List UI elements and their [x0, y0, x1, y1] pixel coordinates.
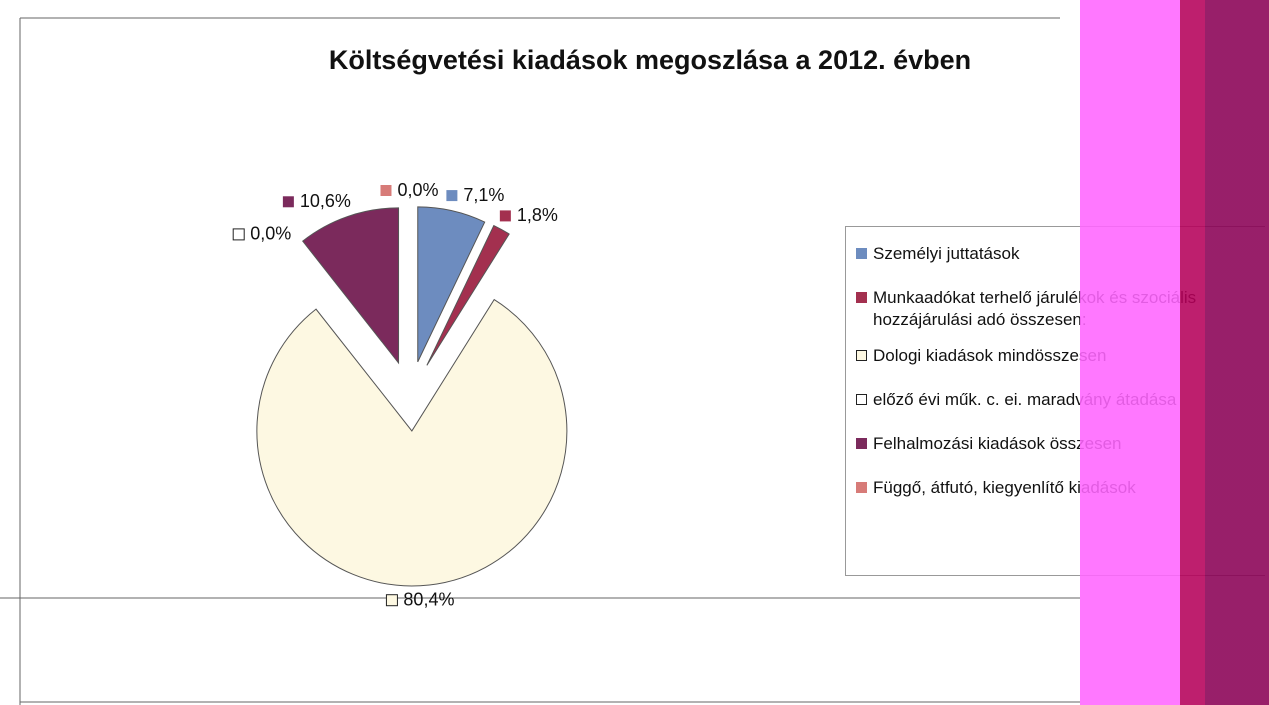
- label-swatch: [499, 210, 511, 222]
- legend-swatch: [856, 248, 867, 259]
- data-label: 1,8%: [517, 205, 558, 225]
- legend-swatch: [856, 292, 867, 303]
- pie-slice: [256, 298, 568, 587]
- data-label: 7,1%: [463, 185, 504, 205]
- chart-title: Költségvetési kiadások megoszlása a 2012…: [329, 45, 971, 75]
- label-swatch: [282, 196, 294, 208]
- legend-item: Személyi juttatások: [856, 243, 1265, 265]
- data-label: 80,4%: [403, 589, 454, 609]
- data-label: 10,6%: [300, 191, 351, 211]
- legend-item: Felhalmozási kiadások összesen: [856, 433, 1265, 455]
- legend-item: Függő, átfutó, kiegyenlítő kiadások: [856, 477, 1265, 499]
- label-swatch: [385, 594, 398, 607]
- legend-label: Függő, átfutó, kiegyenlítő kiadások: [873, 478, 1136, 497]
- scan-artifact: [1080, 0, 1269, 705]
- legend-item: Dologi kiadások mindösszesen: [856, 345, 1265, 367]
- label-swatch: [446, 190, 458, 202]
- legend-label: Személyi juttatások: [873, 244, 1020, 263]
- legend-swatch: [856, 394, 867, 405]
- pie-slice: [301, 207, 400, 365]
- pie-slice: [426, 224, 510, 366]
- legend-swatch: [856, 350, 867, 361]
- legend-label: Felhalmozási kiadások összesen: [873, 434, 1122, 453]
- data-label: 0,0%: [397, 180, 438, 200]
- data-label: 0,0%: [250, 224, 291, 244]
- label-swatch: [232, 228, 245, 241]
- legend-swatch: [856, 438, 867, 449]
- legend-swatch: [856, 482, 867, 493]
- legend-label: Dologi kiadások mindösszesen: [873, 346, 1107, 365]
- pie-slice: [417, 206, 486, 363]
- label-swatch: [380, 185, 392, 196]
